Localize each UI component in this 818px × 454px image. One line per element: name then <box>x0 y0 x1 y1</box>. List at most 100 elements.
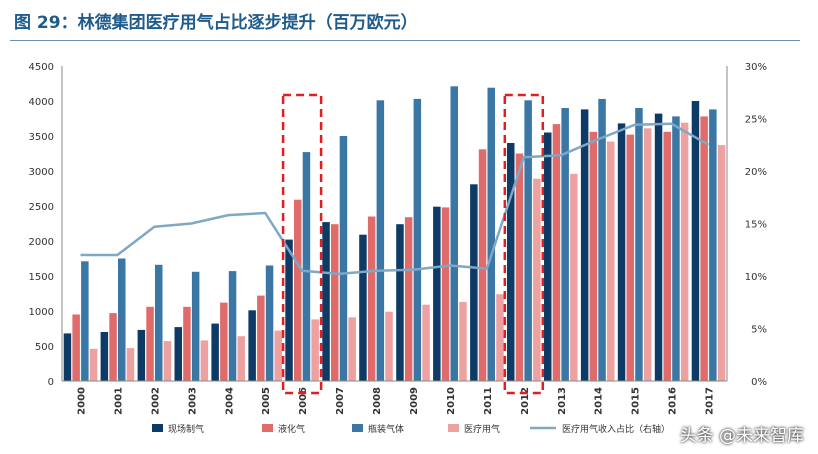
watermark-text: 头条 @未来智库 <box>679 426 804 446</box>
x-axis-tick-label: 2015 <box>631 387 642 415</box>
bar-medical <box>274 330 282 381</box>
left-axis-tick-label: 2000 <box>29 237 54 248</box>
bar-medical <box>680 122 689 381</box>
bar-cylinder <box>191 271 200 381</box>
left-axis-tick-label: 4000 <box>29 97 54 108</box>
bar-medical <box>200 340 209 381</box>
bar-cylinder <box>635 108 643 381</box>
bars-group <box>63 86 726 382</box>
x-axis-tick-label: 2016 <box>668 387 679 415</box>
bar-medical <box>163 341 172 381</box>
bar-cylinder <box>561 108 569 381</box>
highlight-boxes <box>281 93 545 395</box>
highlight-box <box>503 93 545 395</box>
bar-medical <box>311 319 319 381</box>
bar-cylinder <box>228 271 237 381</box>
left-axis-tick-label: 0 <box>48 377 54 388</box>
bar-cylinder <box>524 100 532 382</box>
ratio-line-group <box>80 122 710 276</box>
left-axis-tick-label: 3500 <box>29 132 54 143</box>
left-axis-tick-label: 3000 <box>29 167 54 178</box>
bar-medical <box>348 317 356 381</box>
right-axis-tick-label: 25% <box>745 115 767 126</box>
bar-onsite <box>617 123 626 382</box>
bar-liquid <box>404 217 413 381</box>
x-axis-tick-label: 2009 <box>409 387 420 415</box>
bar-cylinder <box>487 87 495 381</box>
bar-liquid <box>294 199 302 381</box>
bar-medical <box>459 301 467 381</box>
right-axis-tick-label: 15% <box>745 220 767 231</box>
bar-cylinder <box>81 261 89 381</box>
x-axis-tick-label: 2017 <box>705 387 716 415</box>
bar-onsite <box>359 234 367 381</box>
x-axis-tick-label: 2002 <box>150 387 161 415</box>
bar-cylinder <box>598 98 606 382</box>
bar-liquid <box>663 131 671 381</box>
bar-onsite <box>211 323 219 381</box>
legend-label: 医疗用气收入占比（右轴） <box>562 423 670 435</box>
bar-cylinder <box>339 136 348 381</box>
bar-onsite <box>137 329 146 381</box>
bar-cylinder <box>155 264 163 381</box>
bar-onsite <box>433 206 441 381</box>
right-axis-tick-label: 30% <box>745 62 767 73</box>
x-axis-tick-label: 2001 <box>113 387 124 415</box>
legend-swatch-onsite <box>152 424 163 432</box>
legend-label: 现场制气 <box>168 423 204 435</box>
bar-liquid <box>700 116 708 382</box>
highlight-box <box>281 93 323 395</box>
bar-medical <box>422 304 430 381</box>
bar-medical <box>607 141 615 381</box>
x-axis-tick-label: 2004 <box>224 387 235 415</box>
bar-medical <box>643 128 652 381</box>
bar-liquid <box>257 295 265 381</box>
title-divider <box>10 40 800 41</box>
bar-liquid <box>478 149 487 381</box>
bar-onsite <box>691 101 700 381</box>
x-axis-tick-label: 2010 <box>446 387 457 415</box>
bar-onsite <box>63 333 72 381</box>
x-axis-tick-label: 2007 <box>335 387 346 415</box>
x-axis-tick-label: 2003 <box>187 387 198 415</box>
bar-cylinder <box>376 100 385 382</box>
bar-cylinder <box>672 116 680 382</box>
bar-liquid <box>72 314 80 381</box>
right-axis-tick-labels: 0% 5% 10% 15% 20% 25% 30% <box>745 62 767 388</box>
bar-liquid <box>220 302 228 381</box>
bar-liquid <box>552 124 561 381</box>
bar-onsite <box>248 310 256 381</box>
bar-cylinder <box>302 152 311 381</box>
chart-title: 图 29：林德集团医疗用气占比逐步提升（百万欧元） <box>14 13 418 33</box>
left-axis-tick-label: 1500 <box>29 272 54 283</box>
bar-liquid <box>515 153 524 381</box>
bar-medical <box>533 178 541 381</box>
bar-liquid <box>626 134 634 381</box>
bar-onsite <box>322 222 330 381</box>
bar-medical <box>385 311 393 381</box>
x-axis-tick-label: 2014 <box>594 387 605 415</box>
bar-onsite <box>470 184 478 381</box>
legend-label: 液化气 <box>278 423 305 435</box>
x-axis-tick-label: 2013 <box>557 387 568 415</box>
bar-cylinder <box>413 98 422 382</box>
bar-liquid <box>367 216 376 381</box>
legend-swatch-cylinder <box>352 424 363 432</box>
legend-label: 瓶装气体 <box>368 423 404 435</box>
bar-medical <box>126 348 135 381</box>
ratio-line <box>80 122 710 276</box>
legend: 现场制气 液化气 瓶装气体 医疗用气 医疗用气收入占比（右轴） <box>152 423 670 435</box>
left-axis-tick-label: 1000 <box>29 307 54 318</box>
bar-onsite <box>580 109 589 382</box>
bar-medical <box>89 348 98 381</box>
bar-liquid <box>589 131 598 381</box>
x-axis-tick-label: 2011 <box>483 387 494 415</box>
x-axis-tick-label: 2012 <box>520 387 531 415</box>
bar-liquid <box>441 207 450 381</box>
left-axis-tick-label: 4500 <box>29 62 54 73</box>
left-axis-tick-label: 500 <box>35 342 54 353</box>
x-axis-tick-labels: 2000 2001 2002 2003 2004 2005 2006 2007 2008 2009… <box>77 387 716 415</box>
bar-cylinder <box>118 258 126 381</box>
left-axis-tick-labels: 0 500 1000 1500 2000 2500 3000 3500 4000 4500 <box>29 62 54 388</box>
